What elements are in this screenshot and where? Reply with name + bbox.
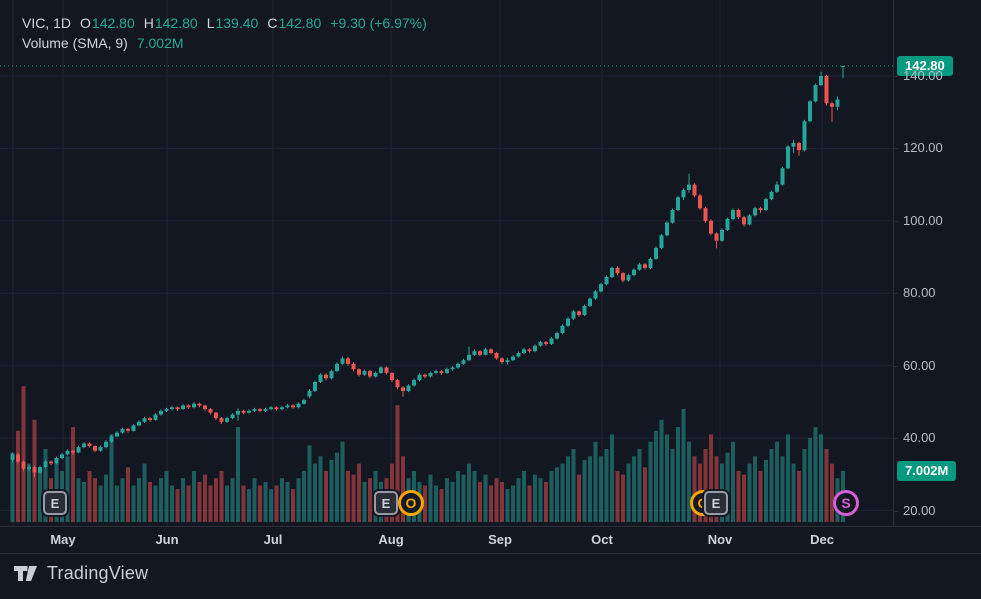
price-tick-mark	[894, 293, 898, 295]
earnings-marker[interactable]: E	[374, 491, 398, 515]
month-label-nov: Nov	[707, 532, 733, 547]
ohlc-open: O142.80	[80, 15, 135, 31]
tradingview-logo[interactable]: TradingView	[14, 563, 148, 584]
symbol-title: VIC, 1D	[22, 15, 72, 31]
price-tick-mark	[894, 76, 898, 77]
earnings-marker[interactable]: E	[704, 491, 728, 515]
price-tick-mark	[894, 510, 898, 512]
month-label-may: May	[50, 532, 76, 547]
price-tick-label: 80.00	[903, 285, 936, 301]
price-tick-label: 120.00	[903, 140, 943, 156]
price-tick-label: 20.00	[903, 502, 936, 518]
chart-legend: VIC, 1D O142.80 H142.80 L139.40 C142.80 …	[22, 15, 427, 55]
tradingview-logo-icon	[14, 565, 37, 581]
month-label-oct: Oct	[591, 532, 613, 547]
month-label-aug: Aug	[378, 532, 404, 547]
price-tick-mark	[894, 438, 898, 440]
last-price-badge: 142.80	[897, 55, 953, 76]
price-tick-label: 140.00	[903, 68, 943, 83]
split-marker[interactable]: S	[833, 490, 859, 516]
last-volume-badge: 7.002M	[897, 460, 957, 481]
price-tick-mark	[894, 220, 898, 222]
symbol-legend-row[interactable]: VIC, 1D O142.80 H142.80 L139.40 C142.80 …	[22, 15, 427, 31]
ohlc-high: H142.80	[143, 15, 198, 31]
price-tick-label: 40.00	[903, 430, 936, 446]
month-label-jun: Jun	[155, 532, 179, 547]
price-tick-label: 100.00	[903, 212, 943, 228]
ohlc-close: C142.80	[267, 15, 322, 31]
candlestick-plot	[0, 0, 893, 526]
price-tick-mark	[894, 365, 898, 367]
volume-indicator-value: 7.002M	[136, 35, 184, 51]
month-label-dec: Dec	[810, 532, 834, 547]
price-tick-mark	[894, 148, 898, 150]
dividend-marker[interactable]: O	[398, 490, 424, 516]
tradingview-logo-text: TradingView	[47, 563, 149, 583]
price-change: +9.30 (+6.97%)	[330, 15, 427, 31]
volume-indicator-title: Volume (SMA, 9)	[22, 35, 128, 51]
month-label-sep: Sep	[488, 532, 512, 547]
earnings-marker[interactable]: E	[43, 491, 67, 515]
volume-legend-row[interactable]: Volume (SMA, 9) 7.002M	[22, 35, 427, 51]
month-label-jul: Jul	[263, 532, 283, 547]
time-axis[interactable]: May Jun Jul Aug Sep Oct Nov Dec	[0, 526, 981, 554]
price-axis[interactable]: 142.80 7.002M 140.00 120.00 100.00 80.00 60.…	[893, 0, 981, 526]
ohlc-low: L139.40	[206, 15, 259, 31]
price-tick-label: 60.00	[903, 357, 936, 373]
